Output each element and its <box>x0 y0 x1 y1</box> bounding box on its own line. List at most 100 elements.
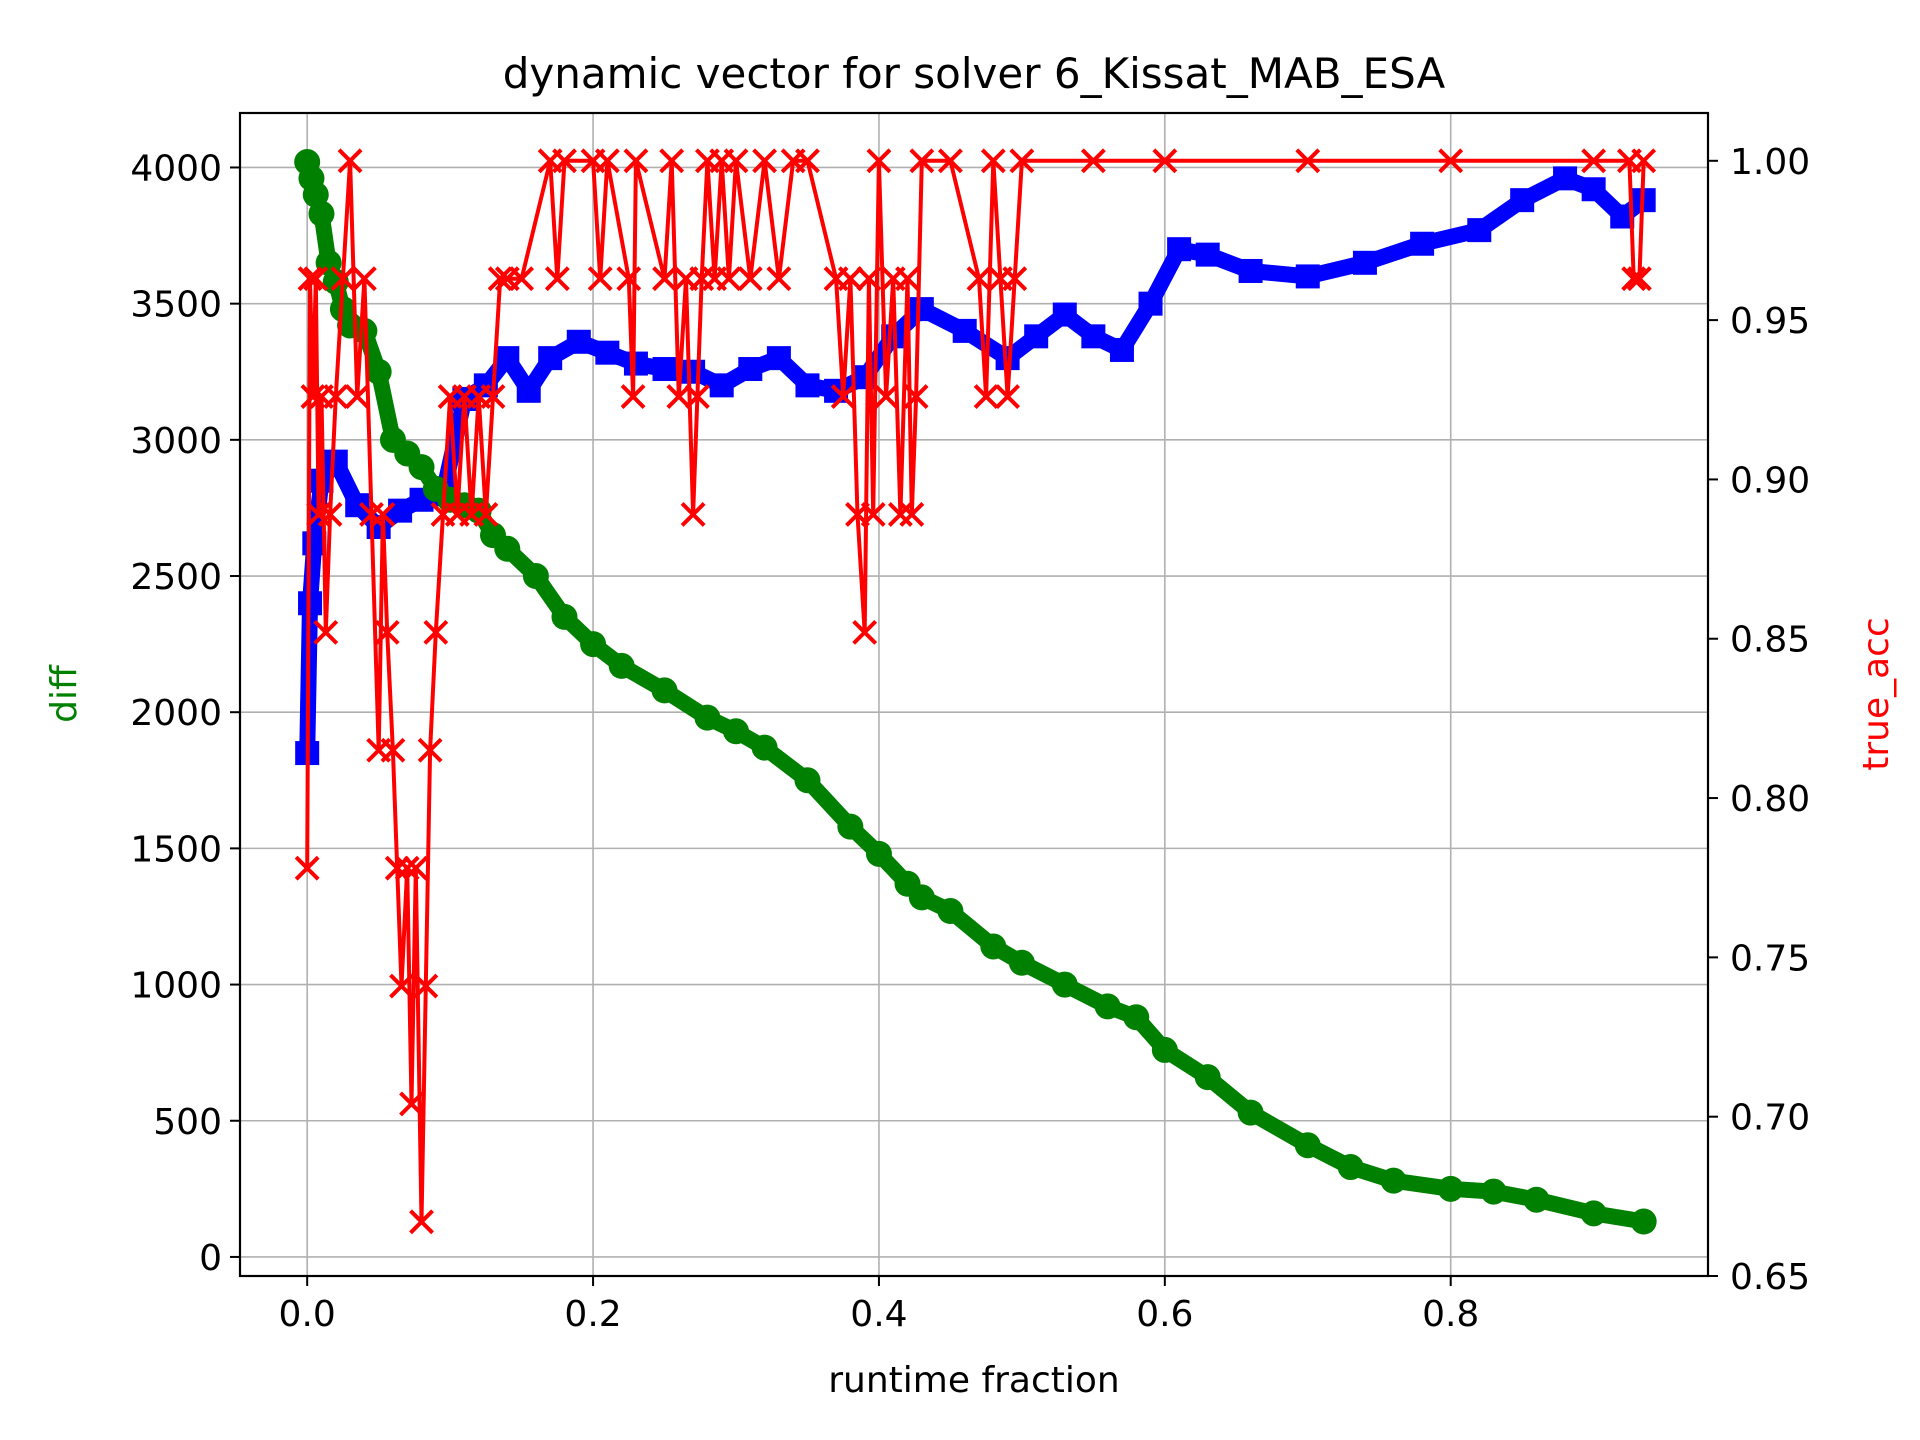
data-point <box>973 384 999 409</box>
data-point <box>380 737 406 763</box>
data-point <box>294 855 320 881</box>
data-point <box>837 813 864 840</box>
x-tick-label: 0.8 <box>1422 1294 1479 1335</box>
data-point <box>300 384 326 409</box>
data-point <box>1553 166 1578 191</box>
chart-title: dynamic vector for solver 6_Kissat_MAB_E… <box>503 49 1446 98</box>
y-tick-label: 3000 <box>130 421 222 462</box>
y-tick-label: 4000 <box>130 148 222 189</box>
data-point <box>865 840 892 867</box>
data-point <box>1008 949 1035 976</box>
y-tick-label: 2000 <box>130 693 222 734</box>
data-point <box>494 535 521 562</box>
data-point <box>966 266 992 292</box>
data-point <box>365 358 392 385</box>
y-tick-label: 1500 <box>130 829 222 870</box>
data-point <box>666 384 692 409</box>
y-axis-label-left: diff <box>44 664 85 723</box>
data-point <box>1438 148 1464 174</box>
data-point <box>1152 148 1178 174</box>
y-right-tick-label: 0.70 <box>1730 1098 1810 1139</box>
y-right-tick-label: 0.80 <box>1730 779 1810 820</box>
data-point <box>1237 1099 1264 1126</box>
data-point <box>551 603 578 630</box>
data-point <box>1009 148 1035 174</box>
y-right-tick-label: 0.75 <box>1730 938 1810 979</box>
data-point <box>587 266 613 292</box>
data-point <box>1467 218 1492 243</box>
data-point <box>852 619 878 645</box>
data-point <box>795 148 820 174</box>
data-point <box>306 502 332 527</box>
series-line <box>305 158 1646 1224</box>
data-point <box>938 148 963 174</box>
y-right-tick-label: 0.65 <box>1730 1257 1810 1298</box>
data-point <box>345 493 370 518</box>
data-point <box>1123 1004 1150 1031</box>
data-point <box>723 148 749 174</box>
data-point <box>552 148 577 174</box>
grid <box>240 113 1708 1276</box>
x-tick-label: 0.2 <box>564 1294 621 1335</box>
data-point <box>544 266 570 292</box>
data-point <box>1238 258 1263 283</box>
data-point <box>1080 148 1106 174</box>
data-point <box>566 329 591 354</box>
data-point <box>522 563 549 590</box>
data-point <box>394 855 420 881</box>
data-point <box>594 148 620 174</box>
data-point <box>1631 148 1657 174</box>
data-point <box>1052 302 1077 327</box>
x-tick-label: 0.6 <box>1136 1294 1193 1335</box>
data-point <box>384 855 410 881</box>
x-tick-label: 0.4 <box>850 1294 907 1335</box>
ticks: 0.0 0.2 0.4 0.6 0.80500100015002000250030003… <box>130 142 1810 1335</box>
data-point <box>399 1091 424 1117</box>
series-x <box>294 148 1657 1235</box>
data-point <box>937 898 964 925</box>
data-point <box>516 378 541 403</box>
data-point <box>908 884 935 911</box>
data-point <box>1295 264 1320 289</box>
data-point <box>413 973 439 999</box>
data-point <box>909 148 935 174</box>
data-point <box>509 266 535 292</box>
data-point <box>1081 324 1106 349</box>
x-axis-label: runtime fraction <box>828 1360 1120 1401</box>
data-point <box>403 855 429 881</box>
series-circle <box>294 149 1657 1235</box>
data-point <box>495 346 520 371</box>
data-point <box>359 502 384 527</box>
data-point <box>856 266 882 292</box>
data-point <box>389 973 414 999</box>
data-point <box>323 384 349 409</box>
data-point <box>652 357 677 382</box>
data-point <box>738 357 763 382</box>
data-point <box>1294 1132 1321 1159</box>
data-point <box>409 1209 434 1235</box>
data-point <box>1109 337 1134 362</box>
y-tick-label: 1000 <box>130 966 222 1007</box>
data-point <box>595 340 620 365</box>
data-point <box>737 266 763 292</box>
data-point <box>408 454 435 481</box>
data-point <box>323 449 348 474</box>
data-point <box>480 384 506 409</box>
data-point <box>873 384 899 409</box>
data-point <box>417 737 443 763</box>
data-point <box>317 502 343 527</box>
data-point <box>1510 188 1535 213</box>
data-point <box>684 384 710 409</box>
data-point <box>538 346 563 371</box>
data-point <box>374 619 400 645</box>
data-point <box>659 148 685 174</box>
data-point <box>1523 1186 1550 1213</box>
data-point <box>903 384 929 409</box>
data-point <box>1480 1178 1507 1205</box>
data-point <box>1437 1175 1464 1202</box>
data-point <box>313 619 339 645</box>
y-right-tick-label: 0.90 <box>1730 460 1810 501</box>
data-point <box>1337 1154 1364 1181</box>
y-right-tick-label: 0.95 <box>1730 301 1810 342</box>
